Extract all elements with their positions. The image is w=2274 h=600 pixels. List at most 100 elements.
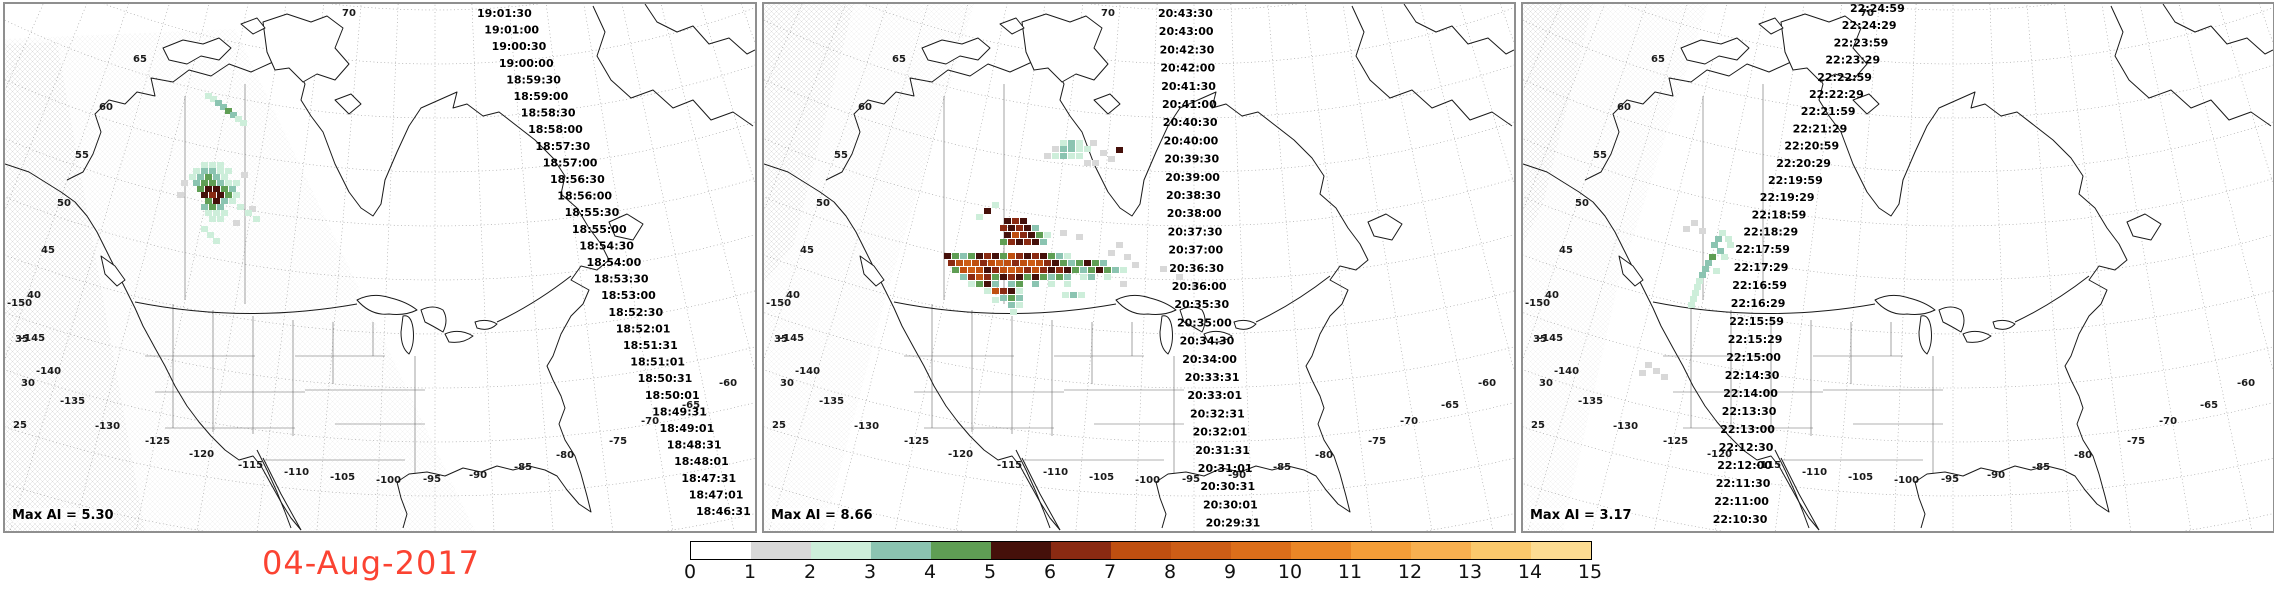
lon-label: -95 — [423, 474, 441, 485]
ai-cell — [1020, 260, 1027, 266]
timestamp-label: 22:20:59 — [1784, 140, 1839, 153]
lon-label: -85 — [1273, 462, 1291, 473]
ai-cell — [249, 206, 256, 212]
lon-label: -125 — [1663, 436, 1688, 447]
ai-cell — [221, 174, 228, 180]
ai-cell — [1116, 242, 1123, 248]
timestamp-label: 18:59:00 — [514, 90, 569, 103]
ai-cell — [1024, 274, 1031, 280]
lon-label: -90 — [469, 470, 487, 481]
timestamp-label: 22:15:59 — [1729, 315, 1784, 328]
timestamp-label: 18:54:00 — [587, 256, 642, 269]
timestamp-label: 18:51:01 — [630, 356, 685, 369]
timestamp-label: 18:51:31 — [623, 339, 678, 352]
ai-cell — [1120, 281, 1127, 287]
ai-cell — [1008, 281, 1015, 287]
ai-cell — [1709, 254, 1716, 260]
great-lakes — [474, 319, 498, 330]
ai-cell — [209, 192, 216, 198]
ai-cell — [1032, 281, 1039, 287]
ai-cell — [209, 216, 216, 222]
lat-label: 30 — [21, 378, 35, 389]
ai-cell — [1016, 274, 1023, 280]
ai-cell — [1653, 368, 1660, 374]
ai-cell — [1060, 230, 1067, 236]
timestamp-label: 20:33:31 — [1185, 371, 1240, 384]
ai-cell — [1048, 274, 1055, 280]
ai-cell — [1052, 260, 1059, 266]
ai-cell — [1000, 295, 1007, 301]
lon-label: -110 — [284, 467, 309, 478]
ai-cell — [984, 288, 991, 294]
colorbar-segment — [1111, 542, 1171, 559]
lat-label: 70 — [342, 8, 356, 19]
timestamp-label: 20:38:30 — [1166, 189, 1221, 202]
colorbar-tick-label: 9 — [1223, 561, 1237, 583]
great-lakes — [420, 306, 447, 333]
ai-cell — [984, 253, 991, 259]
timestamp-label: 18:46:31 — [696, 505, 751, 518]
ai-cell — [217, 216, 224, 222]
timestamp-label: 18:48:31 — [667, 439, 722, 452]
lat-label: 30 — [1539, 378, 1553, 389]
timestamp-label: 22:12:00 — [1717, 459, 1772, 472]
ai-cell — [1052, 146, 1059, 152]
ai-cell — [980, 260, 987, 266]
timestamp-label: 20:32:31 — [1190, 407, 1245, 420]
lon-label: -75 — [2127, 436, 2145, 447]
lat-label: 55 — [75, 150, 89, 161]
timestamp-label: 20:36:00 — [1172, 280, 1227, 293]
swath-hatch — [1523, 4, 1708, 531]
ai-cell — [1076, 153, 1083, 159]
ai-cell — [1639, 370, 1646, 376]
ai-cell — [1100, 150, 1107, 156]
ai-cell — [992, 297, 999, 303]
colorbar-gradient — [690, 541, 1592, 560]
ai-cell — [215, 100, 222, 106]
ai-cell — [189, 174, 196, 180]
ai-cell — [181, 180, 188, 186]
timestamp-label: 20:34:30 — [1180, 335, 1235, 348]
timestamp-label: 22:14:00 — [1723, 387, 1778, 400]
ai-cell — [213, 198, 220, 204]
lat-label: 65 — [892, 54, 906, 65]
timestamp-label: 18:53:30 — [594, 273, 649, 286]
great-lakes — [1918, 315, 1932, 355]
ai-cell — [193, 168, 200, 174]
timestamp-label: 18:57:00 — [543, 156, 598, 169]
ai-cell — [1000, 239, 1007, 245]
ai-cell — [992, 274, 999, 280]
colorbar-segment — [991, 542, 1051, 559]
ai-cell — [1116, 147, 1123, 153]
ai-cell — [1717, 248, 1724, 254]
timestamp-label: 22:20:29 — [1776, 157, 1831, 170]
ai-cell — [1070, 292, 1077, 298]
lon-label: -100 — [1135, 475, 1160, 486]
lat-label: 40 — [27, 290, 41, 301]
ai-cell — [1080, 267, 1087, 273]
lon-label: -100 — [1894, 475, 1919, 486]
timestamp-label: 18:55:30 — [565, 206, 620, 219]
lon-label: -95 — [1941, 474, 1959, 485]
ai-cell — [1120, 267, 1127, 273]
ai-cell — [1020, 232, 1027, 238]
timestamp-label: 18:58:30 — [521, 107, 576, 120]
lon-label: -60 — [719, 378, 737, 389]
ai-cell — [225, 180, 232, 186]
timestamp-label: 20:31:01 — [1198, 462, 1253, 475]
lon-label: -60 — [1478, 378, 1496, 389]
lat-label: 55 — [1593, 150, 1607, 161]
lon-label: -150 — [1525, 298, 1550, 309]
ai-cell — [976, 267, 983, 273]
ai-cell — [1048, 267, 1055, 273]
lon-label: -110 — [1802, 467, 1827, 478]
ai-cell — [1072, 267, 1079, 273]
lon-label: -75 — [1368, 436, 1386, 447]
ai-cell — [1688, 302, 1695, 308]
timestamp-label: 22:16:29 — [1731, 297, 1786, 310]
ai-cell — [233, 180, 240, 186]
timestamp-label: 22:16:59 — [1732, 279, 1787, 292]
lon-label: -120 — [1707, 449, 1732, 460]
great-lakes — [400, 315, 414, 355]
ai-cell — [205, 210, 212, 216]
